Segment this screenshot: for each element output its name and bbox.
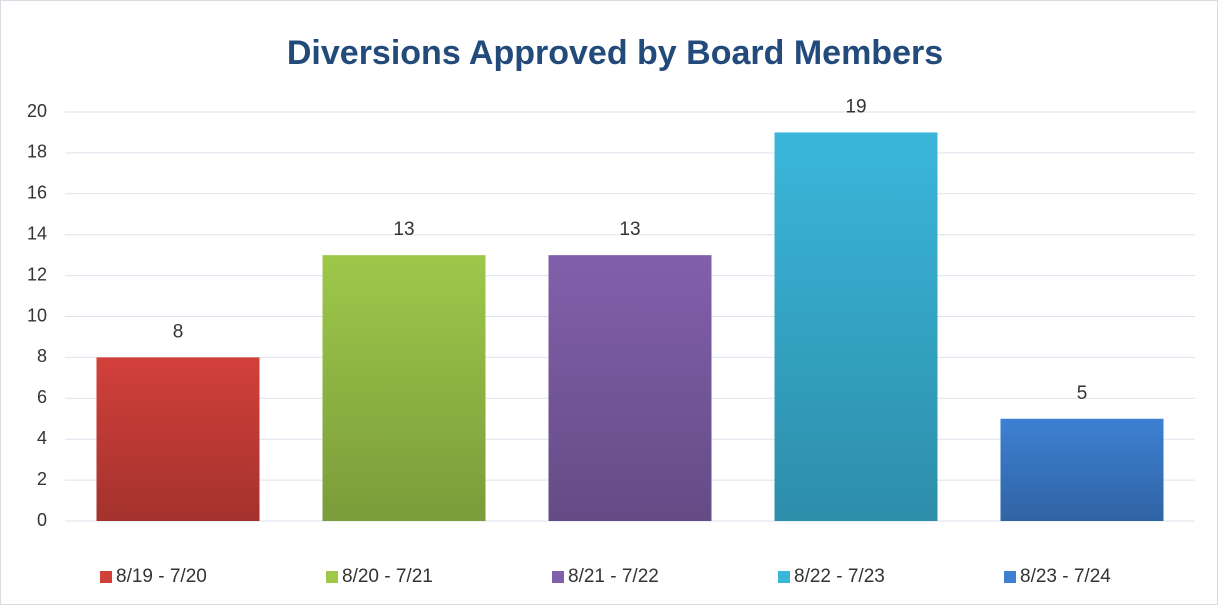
y-tick-label: 8 (37, 346, 47, 366)
data-label: 13 (393, 219, 414, 240)
legend-label: 8/20 - 7/21 (342, 566, 433, 587)
y-tick-label: 4 (37, 428, 47, 448)
legend-swatch (100, 571, 112, 583)
y-tick-label: 10 (27, 305, 47, 325)
data-label: 8 (173, 321, 184, 342)
legend-label: 8/19 - 7/20 (116, 566, 207, 587)
y-tick-label: 12 (27, 264, 47, 284)
legend-swatch (552, 571, 564, 583)
legend-label: 8/21 - 7/22 (568, 566, 659, 587)
bar-shade (322, 255, 486, 521)
y-tick-label: 18 (27, 142, 47, 162)
bar-shade (774, 132, 938, 521)
y-tick-label: 14 (27, 223, 47, 243)
y-tick-label: 0 (37, 510, 47, 530)
chart-title: Diversions Approved by Board Members (287, 34, 943, 72)
legend-label: 8/22 - 7/23 (794, 566, 885, 587)
y-tick-label: 16 (27, 183, 47, 203)
data-label: 5 (1077, 383, 1088, 404)
data-label: 19 (845, 96, 866, 117)
bar-shade (548, 255, 712, 521)
bar-shade (1000, 418, 1164, 521)
legend-swatch (326, 571, 338, 583)
legend-swatch (1004, 571, 1016, 583)
bar-shade (96, 357, 260, 521)
data-label: 13 (619, 219, 640, 240)
legend-swatch (778, 571, 790, 583)
legend-label: 8/23 - 7/24 (1020, 566, 1111, 587)
y-tick-label: 6 (37, 387, 47, 407)
y-tick-label: 20 (27, 101, 47, 121)
y-tick-label: 2 (37, 469, 47, 489)
